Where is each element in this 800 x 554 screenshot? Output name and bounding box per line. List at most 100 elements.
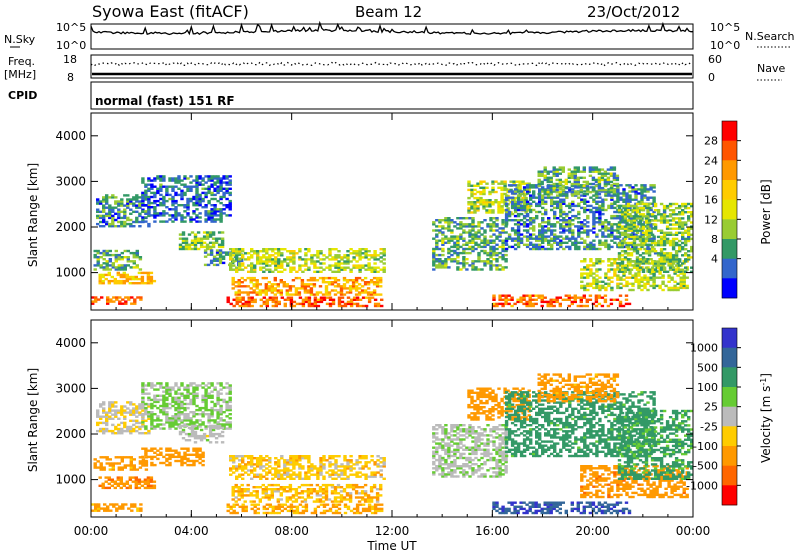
heatmap-cell [301, 304, 306, 308]
heatmap-cell [595, 286, 599, 290]
heatmap-cell [500, 201, 504, 204]
heatmap-cell [213, 408, 217, 412]
heatmap-cell [580, 260, 584, 263]
heatmap-cell [678, 204, 682, 208]
heatmap-cell [144, 191, 148, 195]
heatmap-cell [264, 276, 268, 280]
heatmap-cell [318, 285, 323, 288]
heatmap-cell [529, 217, 533, 220]
heatmap-cell [668, 252, 673, 255]
heatmap-cell [165, 457, 169, 461]
heatmap-cell [456, 262, 460, 265]
heatmap-cell [483, 219, 487, 222]
heatmap-cell [192, 388, 196, 391]
heatmap-cell [580, 194, 584, 197]
heatmap-cell [150, 384, 154, 387]
heatmap-cell [174, 191, 178, 195]
heatmap-cell [574, 194, 578, 197]
heatmap-cell [102, 268, 106, 271]
heatmap-cell [483, 264, 487, 267]
heatmap-cell [668, 243, 673, 247]
heatmap-cell [283, 268, 287, 271]
heatmap-cell [479, 186, 483, 189]
heatmap-cell [370, 268, 374, 271]
heatmap-cell [203, 249, 208, 252]
heatmap-cell [489, 253, 493, 257]
heatmap-cell [301, 270, 305, 273]
heatmap-cell [513, 184, 518, 187]
heatmap-cell [376, 258, 380, 261]
heatmap-cell [132, 220, 136, 224]
heatmap-cell [96, 214, 100, 218]
heatmap-cell [646, 245, 650, 249]
heatmap-cell [277, 262, 281, 265]
heatmap-cell [220, 237, 225, 240]
heatmap-cell [132, 411, 136, 414]
heatmap-cell [198, 406, 202, 410]
heatmap-cell [186, 208, 190, 211]
heatmap-cell [106, 296, 110, 299]
heatmap-cell [586, 264, 590, 267]
heatmap-cell [321, 276, 326, 280]
heatmap-cell [183, 398, 187, 402]
heatmap-cell [300, 287, 305, 290]
heatmap-cell [225, 187, 229, 190]
heatmap-cell [159, 197, 163, 201]
heatmap-cell [612, 298, 617, 301]
heatmap-cell [114, 432, 118, 435]
heatmap-cell [144, 453, 148, 456]
heatmap-cell [525, 223, 530, 226]
heatmap-cell [535, 196, 539, 199]
heatmap-cell [662, 211, 667, 214]
heatmap-cell [380, 298, 384, 301]
heatmap-cell [586, 208, 590, 212]
heatmap-cell [304, 248, 308, 251]
heatmap-cell [171, 201, 175, 205]
heatmap-cell [671, 217, 676, 220]
heatmap-cell [623, 266, 628, 269]
heatmap-cell [241, 268, 245, 271]
heatmap-cell [180, 191, 184, 195]
heatmap-cell [373, 256, 377, 259]
heatmap-cell [306, 285, 311, 288]
heatmap-cell [360, 285, 365, 288]
heatmap-cell [215, 249, 220, 252]
heatmap-cell [583, 266, 587, 269]
heatmap-cell [668, 256, 673, 259]
heatmap-cell [306, 291, 311, 294]
heatmap-cell [471, 247, 475, 251]
heatmap-cell [153, 193, 157, 197]
heatmap-cell [585, 184, 589, 188]
heatmap-cell [102, 220, 106, 224]
heatmap-cell [111, 429, 115, 433]
heatmap-cell [382, 248, 386, 251]
heatmap-cell [585, 298, 589, 301]
heatmap-cell [638, 206, 643, 210]
heatmap-cell [97, 298, 101, 301]
heatmap-cell [456, 245, 460, 249]
heatmap-cell [162, 214, 166, 217]
heatmap-cell [492, 294, 496, 297]
heatmap-cell [232, 268, 236, 271]
heatmap-cell [183, 206, 187, 209]
heatmap-cell [635, 252, 640, 255]
heatmap-cell [138, 268, 143, 271]
heatmap-cell [559, 235, 563, 238]
heatmap-cell [538, 229, 542, 232]
heatmap-cell [612, 176, 617, 179]
heatmap-cell [111, 462, 115, 465]
heatmap-cell [656, 229, 661, 232]
heatmap-cell [470, 184, 474, 187]
heatmap-cell [192, 459, 196, 463]
heatmap-cell [591, 302, 596, 306]
heatmap-cell [535, 239, 539, 242]
heatmap-cell [328, 264, 332, 267]
heatmap-cell [598, 276, 602, 279]
heatmap-cell [268, 270, 272, 273]
heatmap-cell [659, 252, 664, 255]
heatmap-cell [616, 196, 620, 199]
heatmap-cell [131, 480, 135, 483]
heatmap-cell [644, 252, 649, 255]
heatmap-cell [258, 291, 262, 294]
heatmap-cell [570, 170, 574, 173]
